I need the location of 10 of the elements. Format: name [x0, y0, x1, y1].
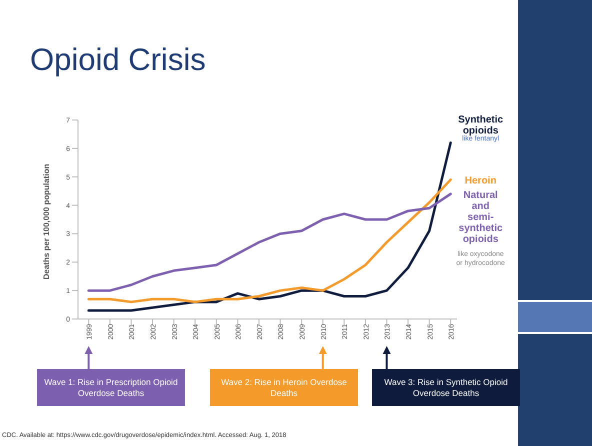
- text: Wave 2: Rise in Heroin Overdose Deaths: [210, 369, 358, 406]
- text: Wave 3: Rise in Synthetic Opioid Overdose Deaths: [372, 369, 520, 406]
- chart-title: Opioid Crisis: [30, 42, 206, 78]
- line-series: [87, 192, 452, 292]
- text: Wave 1: Rise in Prescription Opioid Overdose Deaths: [37, 369, 185, 406]
- line-series: [87, 178, 452, 304]
- series-label: Heroin: [464, 176, 496, 187]
- series-label: Synthetic opioids: [458, 114, 504, 137]
- series-label: Natural and semi-synthetic opioids: [458, 190, 503, 245]
- y-axis-title: Deaths per 100,000 population: [42, 164, 51, 280]
